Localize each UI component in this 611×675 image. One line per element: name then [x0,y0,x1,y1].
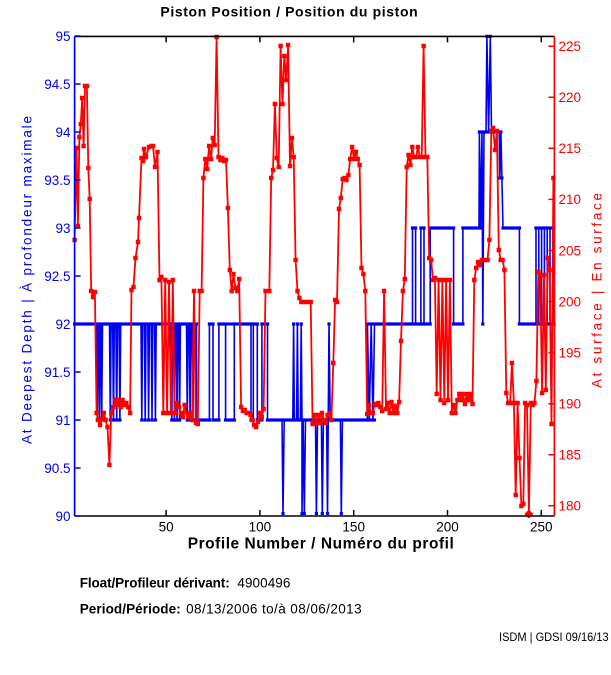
svg-text:220: 220 [559,90,582,105]
svg-text:100: 100 [249,520,272,535]
svg-text:205: 205 [559,243,582,258]
svg-text:94: 94 [55,125,71,140]
svg-text:200: 200 [559,294,582,309]
svg-text:150: 150 [342,520,365,535]
svg-text:Float/Profileur dérivant:: Float/Profileur dérivant: [80,575,230,590]
svg-text:92.5: 92.5 [44,269,70,284]
svg-text:93: 93 [55,221,70,236]
svg-text:215: 215 [559,141,582,156]
svg-text:190: 190 [559,397,582,412]
svg-text:ISDM | GDSI 09/16/13: ISDM | GDSI 09/16/13 [499,630,609,644]
svg-text:210: 210 [559,192,582,207]
svg-text:180: 180 [559,499,582,514]
svg-text:195: 195 [559,345,582,360]
svg-text:Period/Période:: Period/Période: [80,601,181,616]
svg-text:50: 50 [159,520,174,535]
svg-text:90.5: 90.5 [44,461,70,476]
svg-text:95: 95 [55,29,70,44]
svg-text:At Deepest Depth | À profondeu: At Deepest Depth | À profondeur maximale [20,116,35,444]
svg-text:4900496: 4900496 [237,575,290,590]
svg-text:185: 185 [559,448,582,463]
svg-text:90: 90 [55,509,70,524]
svg-text:94.5: 94.5 [44,77,70,92]
svg-text:200: 200 [436,520,459,535]
svg-text:93.5: 93.5 [44,173,70,188]
svg-text:250: 250 [530,520,553,535]
svg-text:Profile Number / Numéro du pro: Profile Number / Numéro du profil [188,536,454,553]
svg-text:91.5: 91.5 [44,365,70,380]
svg-text:Piston Position / Position du: Piston Position / Position du piston [160,4,417,20]
svg-text:91: 91 [55,413,70,428]
svg-text:92: 92 [55,317,70,332]
svg-text:225: 225 [559,39,582,54]
svg-text:08/13/2006 to/à 08/06/2013: 08/13/2006 to/à 08/06/2013 [186,601,362,616]
